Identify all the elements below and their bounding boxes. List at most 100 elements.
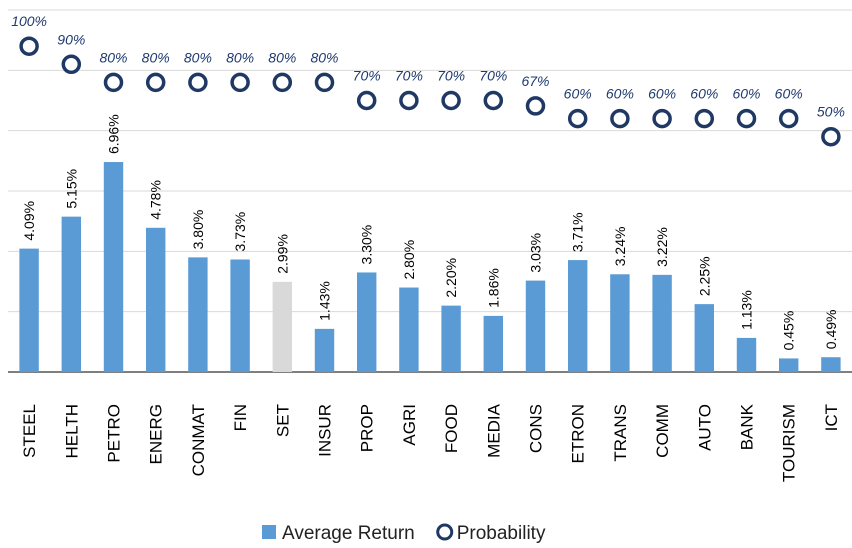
bar — [694, 304, 715, 372]
x-tick-label: PROP — [358, 404, 377, 452]
x-tick-label: BANK — [738, 403, 757, 450]
data-label: 70% — [395, 68, 423, 84]
data-label: 50% — [817, 104, 845, 120]
bar — [61, 216, 82, 372]
bar — [567, 260, 588, 372]
x-tick-label: HELTH — [62, 404, 81, 458]
data-label: 80% — [310, 49, 338, 65]
bar — [441, 305, 461, 372]
x-tick-label: SET — [273, 404, 292, 437]
data-label: 60% — [690, 86, 718, 102]
data-label: 80% — [226, 49, 254, 65]
point — [694, 108, 715, 129]
bar — [821, 357, 841, 372]
bar — [230, 259, 250, 372]
data-label: 5.15% — [63, 169, 79, 209]
data-label: 4.09% — [21, 201, 37, 241]
legend-label: Average Return — [282, 523, 415, 544]
point — [356, 90, 377, 111]
point — [441, 90, 461, 111]
point — [821, 126, 841, 147]
bar — [778, 358, 799, 372]
data-label: 80% — [268, 49, 296, 65]
data-label: 3.80% — [190, 210, 206, 250]
x-tick-label: AUTO — [695, 404, 714, 451]
data-label: 60% — [732, 86, 760, 102]
point — [145, 72, 166, 93]
point — [188, 72, 208, 93]
data-label: 70% — [353, 68, 381, 84]
x-tick-label: STEEL — [20, 404, 39, 458]
bar — [356, 272, 377, 372]
point — [230, 72, 250, 93]
data-label: 3.03% — [528, 233, 544, 273]
data-label: 1.86% — [485, 268, 501, 308]
x-tick-label: FIN — [231, 404, 250, 431]
data-label: 67% — [521, 73, 549, 89]
point — [525, 96, 546, 116]
x-tick-label: MEDIA — [484, 403, 503, 458]
data-label: 100% — [11, 13, 47, 29]
data-label: 70% — [437, 68, 465, 84]
data-label: 0.49% — [823, 310, 839, 350]
x-tick-label: CONS — [527, 404, 546, 453]
x-tick-label: ETRON — [569, 404, 588, 464]
bar — [314, 328, 335, 372]
legend-swatch — [436, 523, 454, 541]
point — [19, 36, 39, 56]
point — [778, 108, 799, 129]
point — [61, 54, 82, 75]
bar — [399, 287, 419, 372]
point — [483, 90, 504, 111]
data-label: 90% — [57, 31, 85, 47]
x-tick-label: FOOD — [442, 404, 461, 453]
data-label: 60% — [564, 86, 592, 102]
bar — [652, 274, 672, 372]
data-label: 2.25% — [696, 256, 712, 296]
x-tick-label: INSUR — [316, 404, 335, 457]
x-tick-label: TRANS — [611, 404, 630, 462]
bar — [525, 280, 546, 372]
bar — [188, 257, 208, 372]
data-label: 2.99% — [274, 234, 290, 274]
bar — [103, 162, 124, 372]
x-tick-label: ICT — [822, 404, 841, 431]
bar — [610, 274, 630, 372]
data-label: 3.24% — [612, 227, 628, 267]
data-label: 1.43% — [317, 281, 333, 321]
x-tick-label: CONMAT — [189, 404, 208, 476]
point — [736, 108, 757, 129]
x-tick-label: ENERG — [147, 404, 166, 464]
data-label: 2.20% — [443, 258, 459, 298]
point — [610, 108, 630, 129]
data-label: 60% — [606, 86, 634, 102]
data-label: 1.13% — [739, 290, 755, 330]
data-label: 60% — [775, 86, 803, 102]
data-label: 60% — [648, 86, 676, 102]
bar — [145, 227, 166, 372]
legend-swatch — [262, 525, 276, 539]
data-label: 3.73% — [232, 212, 248, 252]
data-label: 6.96% — [106, 114, 122, 154]
legend-label: Probability — [457, 523, 546, 544]
point — [272, 72, 293, 93]
x-tick-label: COMM — [653, 404, 672, 458]
data-label: 3.71% — [570, 212, 586, 252]
bar — [19, 248, 39, 372]
x-tick-label: TOURISM — [780, 404, 799, 482]
data-label: 80% — [99, 49, 127, 65]
data-label: 0.45% — [781, 311, 797, 351]
point — [399, 90, 419, 111]
data-label: 80% — [142, 49, 170, 65]
bar — [483, 315, 504, 372]
data-label: 70% — [479, 68, 507, 84]
bar — [272, 281, 293, 372]
data-label: 4.78% — [148, 180, 164, 220]
data-label: 3.22% — [654, 227, 670, 267]
point — [567, 108, 588, 129]
data-label: 80% — [184, 49, 212, 65]
point — [103, 72, 124, 93]
x-tick-label: PETRO — [105, 404, 124, 463]
x-tick-label: AGRI — [400, 404, 419, 446]
